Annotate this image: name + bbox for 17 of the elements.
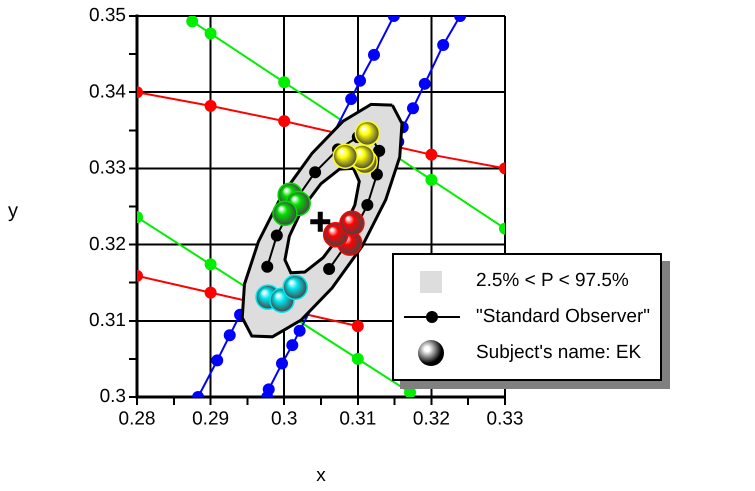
y-axis-title: y — [8, 200, 18, 223]
y-tick-label: 0.33 — [89, 158, 126, 179]
y-tick-label: 0.34 — [89, 81, 126, 102]
y-tick-label: 0.35 — [89, 5, 126, 26]
y-tick-label: 0.3 — [100, 386, 126, 408]
x-tick-label: 0.3 — [270, 408, 298, 430]
x-tick-label: 0.29 — [192, 408, 230, 430]
legend-label: "Standard Observer" — [476, 306, 650, 328]
y-tick-label: 0.32 — [89, 234, 126, 255]
y-tick-label: 0.31 — [89, 310, 126, 332]
x-tick-label: 0.31 — [339, 408, 376, 430]
x-tick-label: 0.32 — [412, 408, 450, 430]
legend-label: 2.5% < P < 97.5% — [476, 270, 629, 292]
x-tick-label: 0.28 — [118, 408, 156, 430]
x-tick-label: 0.33 — [486, 408, 524, 430]
legend-label: Subject's name: EK — [476, 342, 642, 364]
x-axis-title: x — [316, 464, 326, 486]
